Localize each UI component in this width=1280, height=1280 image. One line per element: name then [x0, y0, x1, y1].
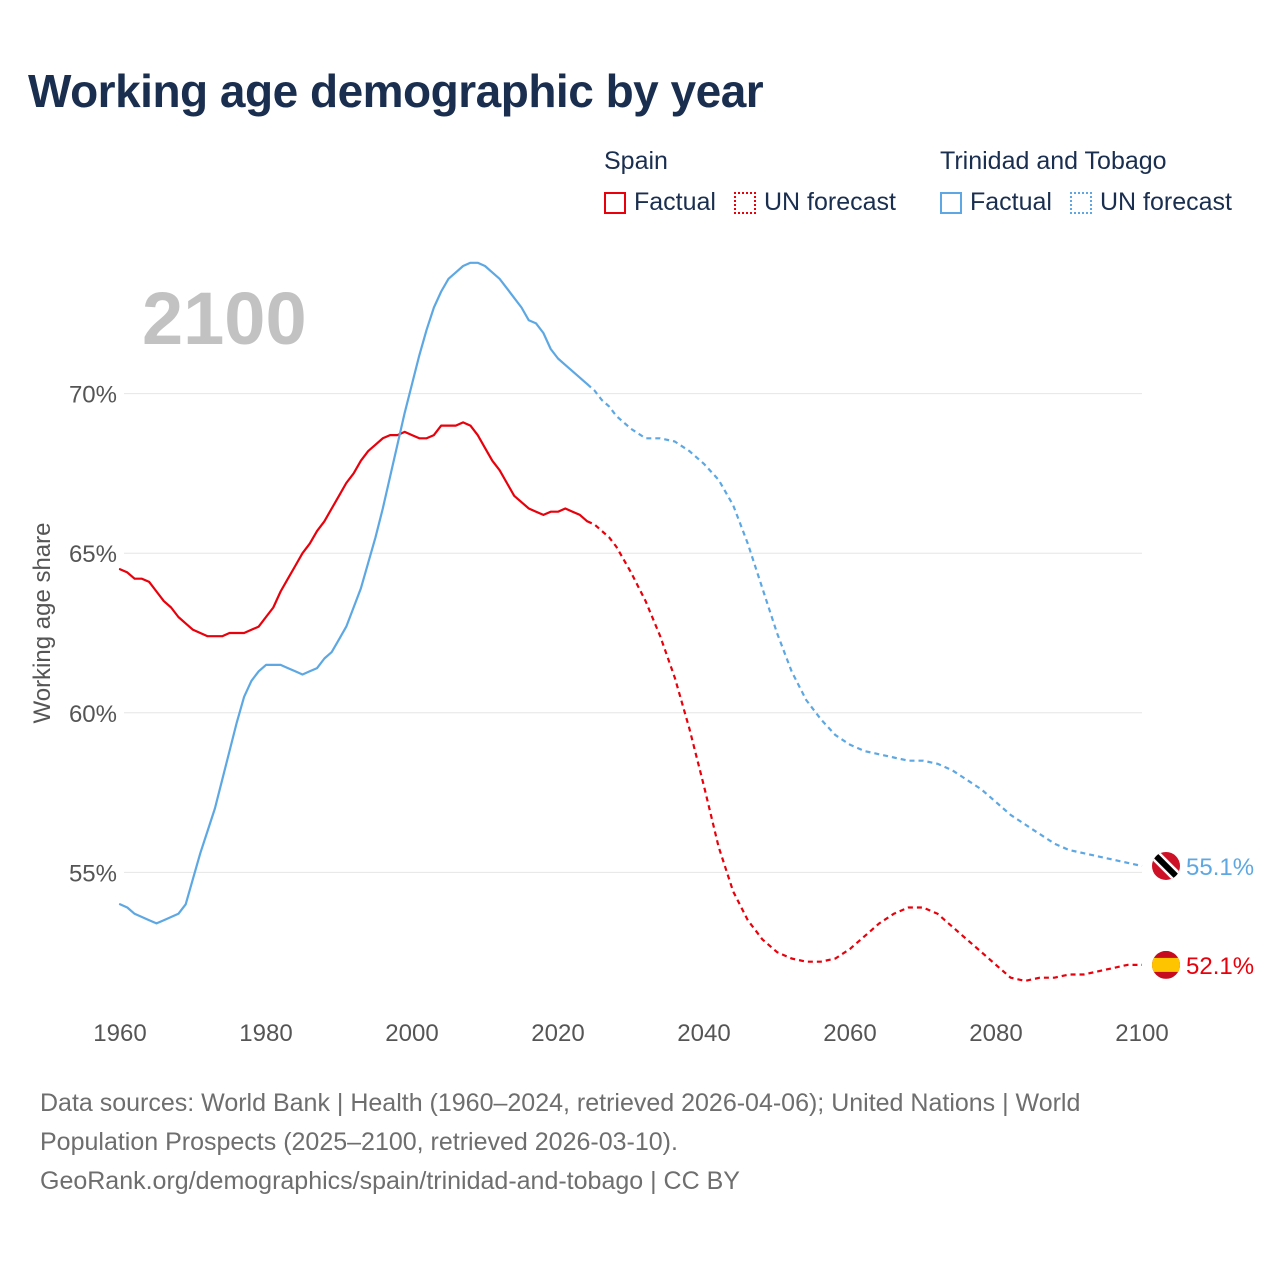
- legend-item-tt-forecast[interactable]: UN forecast: [1069, 188, 1232, 217]
- y-tick-label: 60%: [69, 701, 117, 728]
- data-sources: Data sources: World Bank | Health (1960–…: [40, 1084, 1200, 1201]
- end-marker-trinidad-and-tobago: 55.1%: [1152, 851, 1254, 881]
- series-lines: [118, 261, 1143, 982]
- y-axis-title: Working age share: [29, 523, 56, 724]
- legend-label: UN forecast: [763, 188, 896, 216]
- end-value-label: 55.1%: [1186, 854, 1254, 881]
- y-tick-label: 70%: [69, 382, 117, 409]
- end-marker-spain: 52.1%: [1152, 950, 1254, 980]
- end-markers: 52.1% 55.1%: [1152, 851, 1254, 980]
- y-tick-label: 65%: [69, 541, 117, 568]
- x-tick-label: 1980: [239, 1020, 292, 1047]
- series-line-trinidad-and-tobago-forecast: [586, 383, 1143, 868]
- x-tick-label: 2040: [677, 1020, 730, 1047]
- sources-line-1: Data sources: World Bank | Health (1960–…: [40, 1089, 1081, 1117]
- legend-swatch-solid: [940, 191, 962, 214]
- series-line-spain-forecast: [586, 520, 1142, 982]
- end-value-label: 52.1%: [1186, 953, 1254, 980]
- x-tick-label: 2100: [1115, 1020, 1168, 1047]
- legend-label: UN forecast: [1099, 188, 1232, 216]
- legend-swatch-solid: [604, 191, 626, 214]
- x-tick-label: 2020: [531, 1020, 584, 1047]
- legend-group-name: Trinidad and Tobago: [940, 147, 1167, 175]
- sources-link[interactable]: GeoRank.org/demographics/spain/trinidad-…: [40, 1167, 740, 1195]
- trinidad-and-tobago-flag-icon: [1152, 851, 1180, 880]
- chart-title: Working age demographic by year: [28, 65, 764, 117]
- x-tick-label: 2000: [385, 1020, 438, 1047]
- x-tick-label: 1960: [93, 1020, 146, 1047]
- axis-labels: 55% 60% 65% 70% 1960 1980 2000 2020 2040 2060 2080…: [69, 382, 1169, 1047]
- year-watermark: 2100: [142, 277, 307, 360]
- series-line-trinidad-and-tobago-factual: [118, 261, 589, 925]
- y-tick-label: 55%: [69, 860, 117, 887]
- x-tick-label: 2060: [823, 1020, 876, 1047]
- legend-group-trinidad-and-tobago: Trinidad and Tobago Factual UN forecast: [940, 146, 1250, 217]
- legend-group-spain: Spain Factual UN forecast: [604, 146, 914, 217]
- x-tick-label: 2080: [969, 1020, 1022, 1047]
- legend-item-spain-factual[interactable]: Factual: [604, 188, 716, 217]
- legend-label: Factual: [970, 188, 1052, 216]
- legend-group-name: Spain: [604, 147, 668, 175]
- line-chart: 2100 55% 60% 65% 70% 1960 1980 2000 2020 2040 206…: [29, 261, 1254, 1047]
- grid-lines: [124, 393, 1142, 873]
- sources-line-2: Population Prospects (2025–2100, retriev…: [40, 1128, 678, 1156]
- series-line-spain-factual: [118, 421, 589, 638]
- legend-label: Factual: [634, 188, 716, 216]
- legend-item-tt-factual[interactable]: Factual: [940, 188, 1052, 217]
- spain-flag-icon: [1152, 950, 1180, 979]
- legend-swatch-dotted: [733, 191, 756, 214]
- legend-swatch-dotted: [1069, 191, 1092, 214]
- legend-item-spain-forecast[interactable]: UN forecast: [733, 188, 896, 217]
